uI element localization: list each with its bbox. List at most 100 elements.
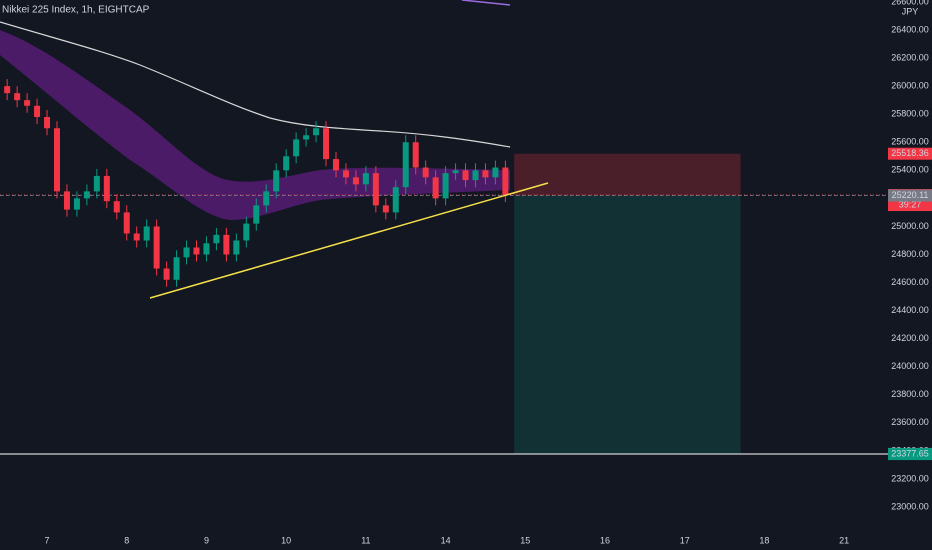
y-tick-label: 23600.00 <box>891 417 929 427</box>
y-tick-label: 24600.00 <box>891 277 929 287</box>
candle-body <box>342 170 349 178</box>
price-label: 25518.36 <box>891 148 929 158</box>
candle-body <box>303 135 310 140</box>
x-tick-label: 21 <box>839 535 849 545</box>
candle-body <box>153 226 160 269</box>
candle-body <box>63 191 70 210</box>
candle-body <box>213 234 220 244</box>
x-tick-label: 7 <box>45 535 50 545</box>
candle-body <box>14 93 21 101</box>
candle-body <box>283 156 290 171</box>
ma-cloud <box>0 30 510 220</box>
y-tick-label: 25800.00 <box>891 109 929 119</box>
candle-body <box>462 170 469 181</box>
x-tick-label: 17 <box>680 535 690 545</box>
candle-body <box>293 139 300 157</box>
candle-body <box>53 128 60 192</box>
candle-body <box>432 177 439 199</box>
y-tick-label: 26600.00 <box>891 0 929 6</box>
candle-body <box>412 142 419 168</box>
price-axis: 23000.0023200.0023400.0023600.0023800.00… <box>45 0 932 545</box>
candle-body <box>392 187 399 213</box>
y-tick-label: 24800.00 <box>891 249 929 259</box>
y-tick-label: 24000.00 <box>891 361 929 371</box>
candle-body <box>402 142 409 188</box>
candle-body <box>273 170 280 192</box>
stop-zone <box>514 153 741 196</box>
y-tick-label: 24200.00 <box>891 333 929 343</box>
x-tick-label: 16 <box>600 535 610 545</box>
trend-line <box>149 182 549 299</box>
candle-body <box>223 234 230 255</box>
x-tick-label: 9 <box>204 535 209 545</box>
candle-body <box>243 223 250 241</box>
candle-body <box>263 191 270 206</box>
y-tick-label: 24400.00 <box>891 305 929 315</box>
y-tick-label: 25000.00 <box>891 221 929 231</box>
candle-body <box>143 226 150 241</box>
y-tick-label: 23800.00 <box>891 389 929 399</box>
candle-body <box>362 173 369 185</box>
x-tick-label: 14 <box>441 535 451 545</box>
candle-body <box>372 173 379 206</box>
x-tick-label: 10 <box>281 535 291 545</box>
candle-body <box>382 205 389 213</box>
candle-body <box>452 170 459 174</box>
candle-body <box>482 170 489 178</box>
candle-body <box>173 257 180 280</box>
x-tick-label: 8 <box>124 535 129 545</box>
y-tick-label: 26000.00 <box>891 81 929 91</box>
candle-body <box>83 191 90 199</box>
candle-body <box>193 247 200 255</box>
indicators <box>0 0 511 220</box>
price-label-box <box>888 147 932 160</box>
x-tick-label: 18 <box>759 535 769 545</box>
candle-body <box>472 170 479 181</box>
countdown: 39:27 <box>899 199 922 209</box>
price-label-box <box>888 448 932 461</box>
candle-body <box>233 240 240 255</box>
ma-line <box>461 0 511 6</box>
candle-body <box>332 159 339 171</box>
candle-body <box>253 205 260 224</box>
candle-body <box>502 167 509 196</box>
candle-body <box>24 100 31 106</box>
y-tick-label: 25600.00 <box>891 137 929 147</box>
chart-title: Nikkei 225 Index, 1h, EIGHTCAP <box>2 5 150 16</box>
y-tick-label: 26200.00 <box>891 52 929 62</box>
target-zone <box>514 195 741 455</box>
currency-label: JPY <box>902 6 919 16</box>
candle-body <box>133 233 140 241</box>
candle-body <box>492 167 499 178</box>
x-tick-label: 11 <box>361 535 370 545</box>
candle-body <box>93 175 100 192</box>
candle-body <box>34 105 41 118</box>
candle-body <box>183 247 190 258</box>
price-label-box <box>888 189 932 202</box>
candle-body <box>442 173 449 199</box>
candle-body <box>113 201 120 213</box>
candle-body <box>163 268 170 280</box>
candle-body <box>313 128 320 136</box>
price-label: 23377.65 <box>891 448 929 458</box>
y-tick-label: 23000.00 <box>891 501 929 511</box>
ma-200 <box>0 21 511 148</box>
candle-body <box>352 177 359 185</box>
candle-body <box>323 128 330 160</box>
y-tick-label: 25400.00 <box>891 165 929 175</box>
candle-body <box>422 167 429 178</box>
candle-body <box>203 243 210 255</box>
candle-body <box>73 198 80 210</box>
position-tool <box>514 153 741 455</box>
plot <box>0 79 932 455</box>
y-tick-label: 26400.00 <box>891 24 929 34</box>
x-tick-label: 15 <box>520 535 530 545</box>
candle-body <box>123 212 130 234</box>
candle-body <box>44 117 51 129</box>
candle-body <box>4 86 11 94</box>
price-label: 25220.11 <box>892 190 929 200</box>
y-tick-label: 23200.00 <box>891 473 929 483</box>
